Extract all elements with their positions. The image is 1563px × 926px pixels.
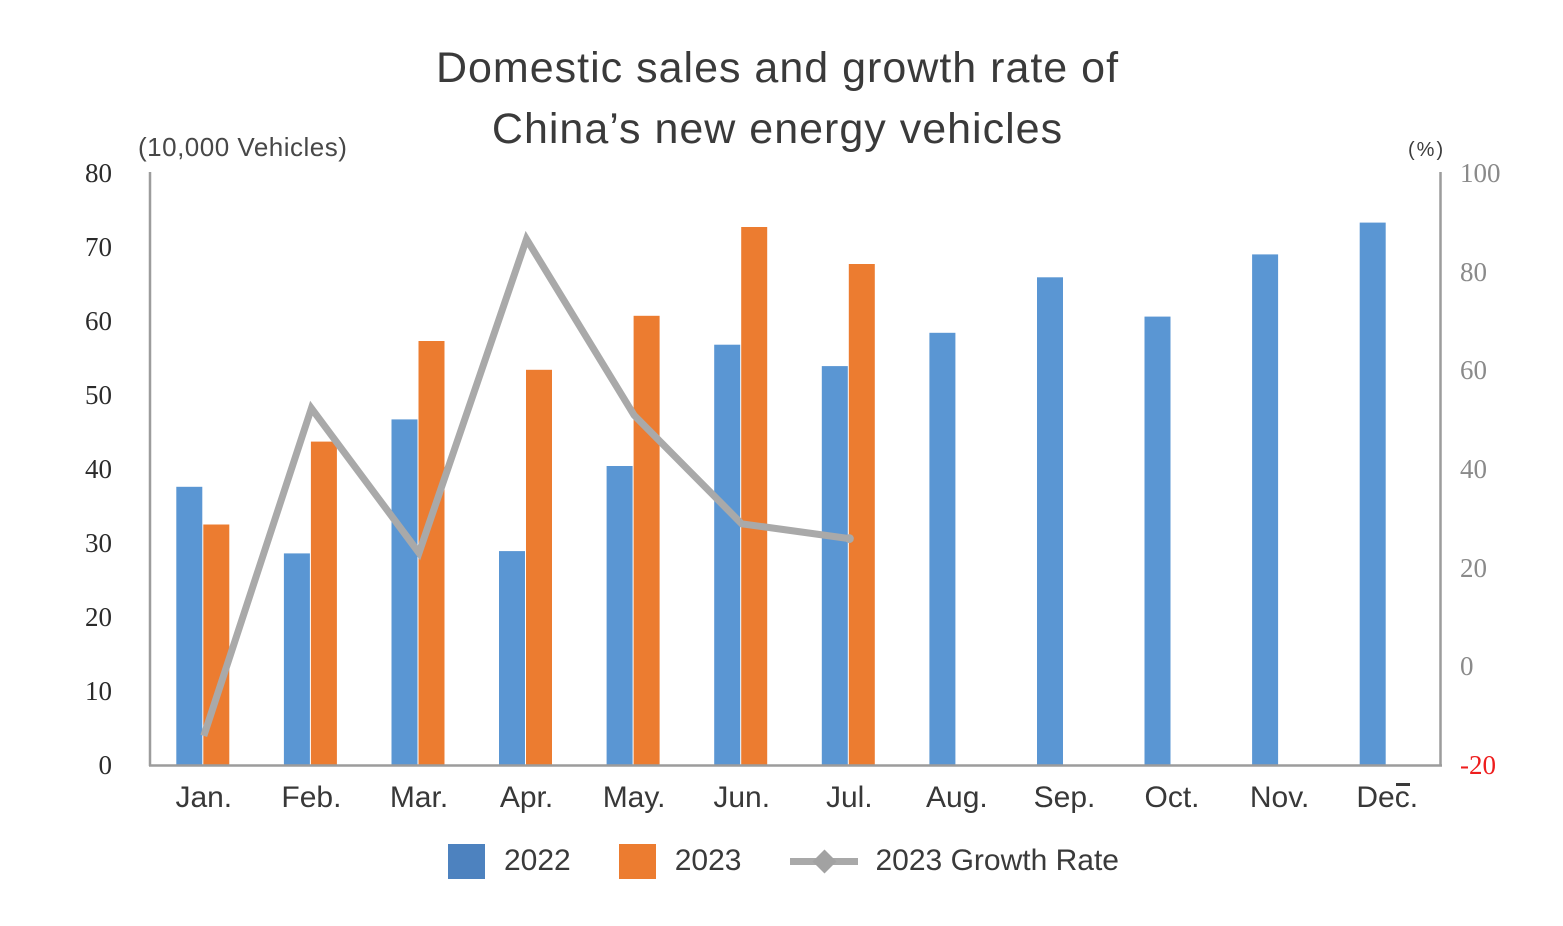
bar-2022-oct [1144, 316, 1171, 765]
right-axis-tick-60: 60 [1460, 355, 1487, 386]
left-axis-tick-20: 20 [85, 602, 112, 632]
x-axis-label-dec: Dec. [1356, 781, 1419, 814]
growth-rate-line [200, 230, 850, 737]
x-axis-label-may: May. [602, 781, 666, 814]
x-axis-label-mar: Mar. [389, 781, 449, 814]
x-axis-label-oct: Oct. [1144, 781, 1200, 814]
x-axis-label-feb: Feb. [281, 781, 342, 814]
right-axis-tick-0: 0 [1460, 651, 1474, 682]
chart-title-line2: China’s new energy vehicles [491, 105, 1064, 153]
x-axis-label-apr: Apr. [499, 781, 554, 814]
left-axis-unit-label: (10,000 Vehicles) [138, 132, 348, 162]
left-axis-tick-30: 30 [85, 528, 112, 558]
legend-label-2023: 2023 [674, 844, 742, 877]
left-axis-tick-10: 10 [85, 676, 112, 706]
left-axis-tick-60: 60 [85, 306, 112, 336]
bar-2022-may [606, 466, 633, 765]
bar-2022-apr [499, 551, 525, 765]
x-axis-label-jun: Jun. [713, 781, 771, 814]
legend-swatch-2022 [448, 843, 485, 879]
bar-2023-mar [418, 341, 445, 765]
right-axis-tick-100: 100 [1460, 158, 1501, 188]
legend-diamond-marker [811, 849, 837, 874]
bar-2022-nov [1252, 254, 1279, 765]
bar-2022-sep [1037, 277, 1063, 765]
growth-rate-line-endpoint [844, 534, 854, 544]
bar-2022-jul [821, 366, 848, 765]
x-axis-label-sep: Sep. [1033, 781, 1096, 814]
right-axis-tick--20: -20 [1460, 750, 1496, 780]
chart-title: Domestic sales and growth rate of China’… [0, 38, 1555, 160]
legend: 2022 2023 2023 Growth Rate [448, 841, 1119, 881]
bar-2022-jun [714, 344, 741, 765]
bar-2022-aug [929, 332, 956, 765]
bar-2023-may [633, 315, 660, 765]
bar-2022-mar [391, 419, 418, 765]
left-axis-tick-40: 40 [85, 454, 112, 484]
x-axis-label-jul: Jul. [825, 781, 873, 814]
bar-2023-feb [310, 441, 337, 765]
left-axis-tick-0: 0 [98, 750, 113, 780]
dec-superscript-dash-icon [1396, 783, 1410, 786]
left-axis-tick-50: 50 [85, 380, 112, 410]
legend-line-diamond-icon [789, 841, 858, 881]
right-axis-unit-label: (%) [1408, 139, 1446, 161]
right-axis-tick-40: 40 [1460, 454, 1487, 484]
chart-title-line1: Domestic sales and growth rate of [435, 44, 1120, 92]
bar-2022-feb [283, 553, 310, 765]
bar-2022-jan [176, 486, 203, 765]
bar-2022-dec [1359, 222, 1386, 766]
bar-2023-jun [741, 227, 768, 765]
legend-label-2023growthrate: 2023 Growth Rate [875, 844, 1119, 877]
left-axis-tick-80: 80 [85, 158, 112, 188]
x-axis-label-aug: Aug. [926, 781, 988, 814]
legend-swatch-2023 [618, 843, 656, 879]
legend-label-2022: 2022 [504, 844, 571, 877]
right-axis-tick-20: 20 [1460, 552, 1487, 583]
x-axis-label-nov: Nov. [1249, 781, 1310, 814]
right-axis-tick-80: 80 [1460, 256, 1487, 287]
left-axis-tick-70: 70 [85, 232, 112, 262]
bar-2023-jul [848, 264, 875, 765]
bar-2023-apr [526, 369, 552, 765]
x-axis-label-jan: Jan. [175, 781, 233, 814]
